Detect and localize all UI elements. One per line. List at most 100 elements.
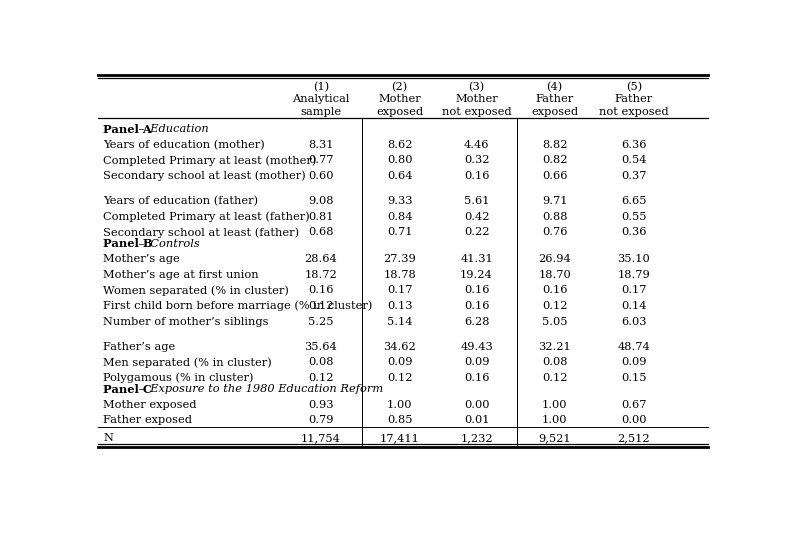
Text: 8.62: 8.62 (387, 140, 412, 150)
Text: 26.94: 26.94 (538, 254, 571, 264)
Text: 18.70: 18.70 (538, 270, 571, 280)
Text: 0.66: 0.66 (541, 171, 567, 181)
Text: Father: Father (535, 95, 574, 105)
Text: 0.12: 0.12 (387, 373, 412, 383)
Text: 0.80: 0.80 (387, 156, 412, 166)
Text: Father exposed: Father exposed (103, 415, 192, 425)
Text: 0.17: 0.17 (387, 285, 412, 295)
Text: 0.93: 0.93 (309, 400, 334, 410)
Text: Mother’s age: Mother’s age (103, 254, 180, 264)
Text: 0.77: 0.77 (309, 156, 334, 166)
Text: 0.12: 0.12 (309, 301, 334, 311)
Text: 5.61: 5.61 (464, 196, 490, 206)
Text: 9,521: 9,521 (538, 433, 571, 443)
Text: 19.24: 19.24 (460, 270, 493, 280)
Text: (2): (2) (392, 82, 408, 92)
Text: 2,512: 2,512 (618, 433, 650, 443)
Text: Mother’s age at first union: Mother’s age at first union (103, 270, 259, 280)
Text: 0.68: 0.68 (309, 227, 334, 237)
Text: 0.32: 0.32 (464, 156, 490, 166)
Text: 6.03: 6.03 (621, 317, 647, 327)
Text: 0.84: 0.84 (387, 212, 412, 222)
Text: 0.60: 0.60 (309, 171, 334, 181)
Text: 35.10: 35.10 (618, 254, 650, 264)
Text: 0.36: 0.36 (621, 227, 647, 237)
Text: 0.01: 0.01 (464, 415, 490, 425)
Text: 18.78: 18.78 (383, 270, 416, 280)
Text: 9.33: 9.33 (387, 196, 412, 206)
Text: 0.16: 0.16 (464, 171, 490, 181)
Text: 0.42: 0.42 (464, 212, 490, 222)
Text: 5.14: 5.14 (387, 317, 412, 327)
Text: not exposed: not exposed (442, 107, 512, 117)
Text: 0.37: 0.37 (621, 171, 647, 181)
Text: 0.82: 0.82 (541, 156, 567, 166)
Text: 1,232: 1,232 (460, 433, 493, 443)
Text: Mother: Mother (455, 95, 498, 105)
Text: 0.00: 0.00 (464, 400, 490, 410)
Text: 5.25: 5.25 (309, 317, 334, 327)
Text: exposed: exposed (376, 107, 423, 117)
Text: 0.16: 0.16 (541, 285, 567, 295)
Text: 27.39: 27.39 (383, 254, 416, 264)
Text: 41.31: 41.31 (460, 254, 493, 264)
Text: 1.00: 1.00 (541, 400, 567, 410)
Text: Number of mother’s siblings: Number of mother’s siblings (103, 317, 268, 327)
Text: 4.46: 4.46 (464, 140, 490, 150)
Text: 0.09: 0.09 (387, 358, 412, 368)
Text: –  Exposure to the 1980 Education Reform: – Exposure to the 1980 Education Reform (135, 384, 383, 394)
Text: 8.82: 8.82 (541, 140, 567, 150)
Text: 0.85: 0.85 (387, 415, 412, 425)
Text: 32.21: 32.21 (538, 342, 571, 352)
Text: N: N (103, 433, 113, 443)
Text: Women separated (% in cluster): Women separated (% in cluster) (103, 285, 289, 296)
Text: 6.65: 6.65 (621, 196, 647, 206)
Text: –  Education: – Education (135, 124, 209, 134)
Text: 0.16: 0.16 (464, 373, 490, 383)
Text: 0.09: 0.09 (621, 358, 647, 368)
Text: First child born before marriage (% in cluster): First child born before marriage (% in c… (103, 301, 372, 311)
Text: Panel C: Panel C (103, 384, 152, 395)
Text: Panel B: Panel B (103, 238, 153, 249)
Text: (5): (5) (626, 82, 642, 92)
Text: 0.17: 0.17 (621, 285, 647, 295)
Text: Completed Primary at least (mother): Completed Primary at least (mother) (103, 155, 316, 166)
Text: 11,754: 11,754 (301, 433, 341, 443)
Text: 6.28: 6.28 (464, 317, 490, 327)
Text: 5.05: 5.05 (541, 317, 567, 327)
Text: 17,411: 17,411 (380, 433, 419, 443)
Text: 0.22: 0.22 (464, 227, 490, 237)
Text: 48.74: 48.74 (618, 342, 650, 352)
Text: 6.36: 6.36 (621, 140, 647, 150)
Text: not exposed: not exposed (599, 107, 669, 117)
Text: 49.43: 49.43 (460, 342, 493, 352)
Text: exposed: exposed (531, 107, 578, 117)
Text: 0.00: 0.00 (621, 415, 647, 425)
Text: 0.16: 0.16 (464, 285, 490, 295)
Text: 8.31: 8.31 (309, 140, 334, 150)
Text: Men separated (% in cluster): Men separated (% in cluster) (103, 357, 272, 368)
Text: Panel A: Panel A (103, 124, 152, 135)
Text: (3): (3) (468, 82, 485, 92)
Text: 1.00: 1.00 (541, 415, 567, 425)
Text: 0.88: 0.88 (541, 212, 567, 222)
Text: Father: Father (615, 95, 653, 105)
Text: 9.08: 9.08 (309, 196, 334, 206)
Text: sample: sample (301, 107, 342, 117)
Text: Polygamous (% in cluster): Polygamous (% in cluster) (103, 373, 253, 383)
Text: 0.08: 0.08 (541, 358, 567, 368)
Text: Secondary school at least (father): Secondary school at least (father) (103, 227, 299, 237)
Text: 0.12: 0.12 (541, 301, 567, 311)
Text: 0.16: 0.16 (309, 285, 334, 295)
Text: 0.64: 0.64 (387, 171, 412, 181)
Text: 0.09: 0.09 (464, 358, 490, 368)
Text: Father’s age: Father’s age (103, 342, 176, 352)
Text: Years of education (mother): Years of education (mother) (103, 140, 265, 150)
Text: 0.16: 0.16 (464, 301, 490, 311)
Text: 0.15: 0.15 (621, 373, 647, 383)
Text: (1): (1) (313, 82, 329, 92)
Text: 28.64: 28.64 (305, 254, 338, 264)
Text: 0.54: 0.54 (621, 156, 647, 166)
Text: 18.72: 18.72 (305, 270, 338, 280)
Text: Analytical: Analytical (292, 95, 349, 105)
